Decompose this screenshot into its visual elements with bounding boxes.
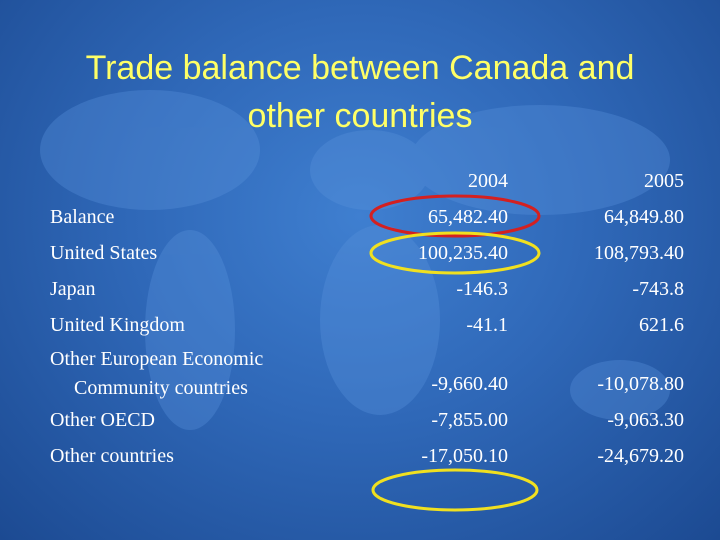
cell-value: 100,235.40 — [418, 242, 508, 264]
row-label: Other OECD — [50, 402, 340, 438]
row-label: Balance — [50, 199, 340, 235]
cell-value: -9,063.30 — [607, 409, 684, 431]
header-row: 2004 2005 — [50, 163, 684, 199]
header-cell — [50, 163, 340, 199]
table-row: United Kingdom -41.1 621.6 — [50, 307, 684, 343]
row-label-text: Japan — [50, 278, 96, 300]
cell-value: -743.8 — [632, 278, 684, 300]
cell-value: 65,482.40 — [428, 206, 508, 228]
cell-value: -10,078.80 — [597, 373, 684, 395]
slide-title: Trade balance between Canada and other c… — [85, 49, 635, 135]
row-label: Other countries — [50, 438, 340, 474]
row-label-text: United States — [50, 242, 158, 264]
column-header: 2004 — [468, 170, 508, 192]
cell-value: 108,793.40 — [594, 242, 684, 264]
row-label-text: Balance — [50, 206, 115, 228]
cell-value: -146.3 — [456, 278, 508, 300]
cell-value: -41.1 — [466, 314, 508, 336]
cell-value: 621.6 — [639, 314, 684, 336]
row-label: Other European Economic Community countr… — [50, 343, 340, 402]
cell-value: 64,849.80 — [604, 206, 684, 228]
row-label-text: Other countries — [50, 445, 174, 467]
cell-value: -9,660.40 — [431, 373, 508, 395]
table-row: Japan -146.3 -743.8 — [50, 271, 684, 307]
table-row: Other OECD -7,855.00 -9,063.30 — [50, 402, 684, 438]
column-header: 2005 — [644, 170, 684, 192]
row-label: United States — [50, 235, 340, 271]
table-row: Other countries -17,050.10 -24,679.20 — [50, 438, 684, 474]
cell-value: -7,855.00 — [431, 409, 508, 431]
table-row: Balance 65,482.40 64,849.80 — [50, 199, 684, 235]
trade-table: 2004 2005 Balance 65,482.40 64,849.80 United … — [50, 163, 684, 474]
cell-value: -24,679.20 — [597, 445, 684, 467]
table-row: Other European Economic Community countr… — [50, 343, 684, 402]
row-label-text: Other European Economic Community countr… — [50, 348, 264, 399]
row-label-text: United Kingdom — [50, 314, 185, 336]
table-row: United States 100,235.40 108,793.40 — [50, 235, 684, 271]
row-label-text: Other OECD — [50, 409, 155, 431]
row-label: Japan — [50, 271, 340, 307]
row-label: United Kingdom — [50, 307, 340, 343]
cell-value: -17,050.10 — [421, 445, 508, 467]
